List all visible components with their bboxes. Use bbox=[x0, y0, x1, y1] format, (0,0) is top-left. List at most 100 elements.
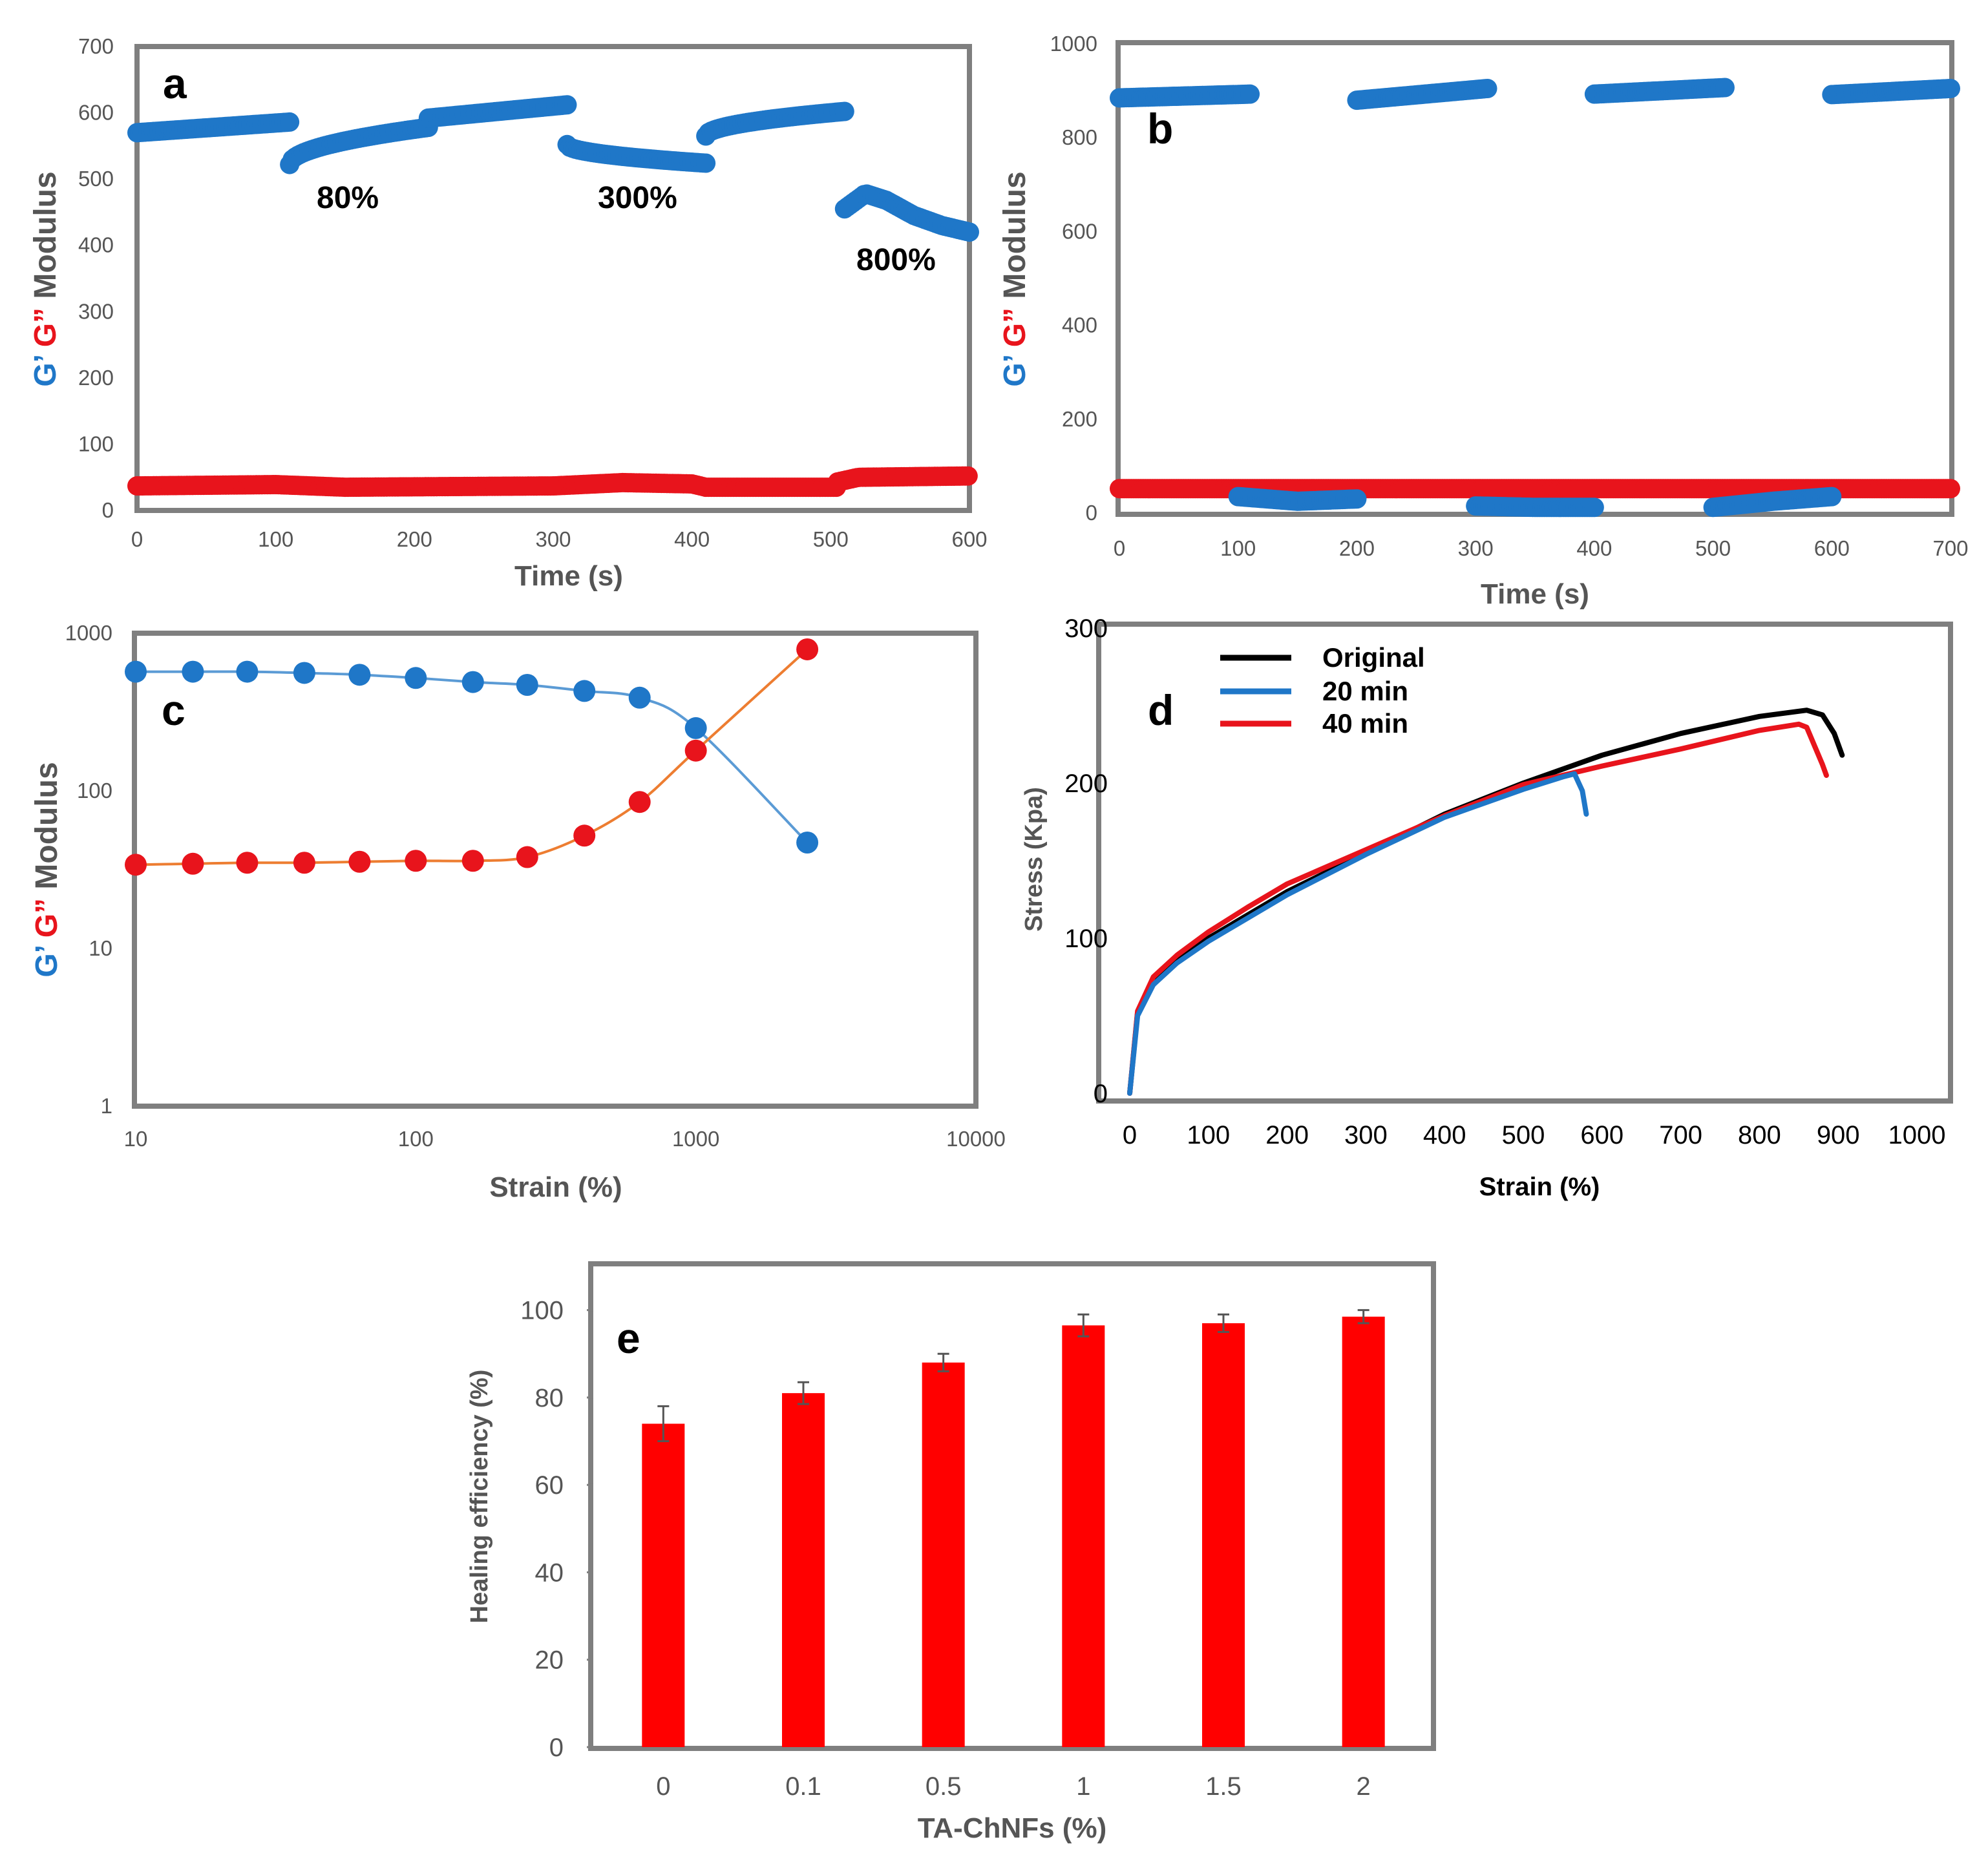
legend-label-20min: 20 min bbox=[1322, 676, 1408, 706]
panel-b-y-axis-label: G’ G” Modulus bbox=[998, 171, 1032, 386]
g-double-prime-point bbox=[573, 824, 596, 847]
g-prime-point bbox=[236, 660, 259, 683]
panel-d-marks bbox=[1127, 708, 1845, 1096]
panel-b-y-label-gprime: G’ bbox=[998, 355, 1032, 386]
panel-c-x-axis-label: Strain (%) bbox=[489, 1171, 622, 1203]
panel-c-marks bbox=[125, 638, 819, 876]
x-tick-label: 500 bbox=[1502, 1121, 1545, 1149]
panel-c-y-axis-label: G’ G” Modulus bbox=[30, 762, 64, 977]
g-double-prime-point bbox=[293, 852, 315, 874]
panel-e-x-axis-label: TA-ChNFs (%) bbox=[918, 1812, 1106, 1844]
x-tick-label: 600 bbox=[951, 527, 987, 551]
x-tick-label: 800 bbox=[1738, 1121, 1781, 1149]
panel-b-y-label-gdoubleprime: G” bbox=[998, 308, 1032, 347]
y-tick-label: 300 bbox=[1064, 614, 1108, 643]
panel-d-legend: Original 20 min 40 min bbox=[1220, 642, 1425, 739]
x-tick-label: 0 bbox=[656, 1772, 670, 1801]
x-tick-label: 100 bbox=[1220, 536, 1256, 560]
x-tick-label: 100 bbox=[1187, 1121, 1230, 1149]
x-tick-label: 2 bbox=[1357, 1772, 1371, 1801]
y-tick-label: 40 bbox=[535, 1558, 564, 1587]
g-prime-point bbox=[125, 660, 147, 683]
g-prime-point bbox=[557, 95, 577, 115]
y-tick-label: 100 bbox=[1064, 925, 1108, 953]
panel-a-y-axis-label: G’ G” Modulus bbox=[28, 171, 63, 386]
min20-curve bbox=[1127, 771, 1589, 1096]
panel-c-ticks: 10 100 1000 10000 1 10 100 1000 bbox=[65, 621, 1006, 1151]
g-prime-point bbox=[348, 664, 371, 686]
g-prime-point bbox=[293, 662, 315, 684]
x-tick-label: 600 bbox=[1814, 536, 1850, 560]
panel-e-y-axis-label: Healing efficiency (%) bbox=[466, 1370, 493, 1624]
panel-d-ticks: 0 100 200 300 400 500 600 700 800 900 1000 0 100 200 3… bbox=[1064, 614, 1945, 1149]
x-tick-label: 0.1 bbox=[785, 1772, 821, 1801]
x-tick-label: 10000 bbox=[946, 1127, 1006, 1151]
panel-a-chart: 0 100 200 300 400 500 600 0 100 200 300 400 500 600 70… bbox=[28, 34, 988, 592]
x-tick-label: 1000 bbox=[1888, 1121, 1946, 1149]
y-tick-label: 200 bbox=[1064, 770, 1108, 798]
panel-c-plot-frame bbox=[132, 631, 978, 1109]
bar bbox=[1202, 1323, 1245, 1747]
x-tick-label: 300 bbox=[1344, 1121, 1388, 1149]
panel-a-annotation-80: 80% bbox=[317, 181, 379, 215]
g-double-prime-point bbox=[182, 852, 204, 875]
min40-curve bbox=[1127, 721, 1829, 1096]
g-prime-strain-point bbox=[1347, 489, 1367, 509]
y-tick-label: 200 bbox=[1062, 407, 1097, 431]
x-tick-label: 1 bbox=[1076, 1772, 1090, 1801]
panel-d-chart: 0 100 200 300 400 500 600 700 800 900 1000 0 100 200 3… bbox=[1020, 614, 1953, 1201]
panel-b-y-label-modulus: Modulus bbox=[998, 171, 1032, 299]
g-prime-point bbox=[182, 660, 204, 683]
bar bbox=[782, 1393, 825, 1747]
y-tick-label: 80 bbox=[535, 1384, 564, 1412]
legend-label-original: Original bbox=[1322, 642, 1425, 673]
panel-e-label: e bbox=[617, 1314, 640, 1362]
x-tick-label: 400 bbox=[674, 527, 710, 551]
y-tick-label: 60 bbox=[535, 1471, 564, 1500]
g-prime-point bbox=[1941, 78, 1960, 98]
x-tick-label: 500 bbox=[1695, 536, 1731, 560]
panel-b-ticks: 0 100 200 300 400 500 600 700 0 200 400 600 800 1000 bbox=[1050, 32, 1969, 560]
panel-a-plot-frame bbox=[134, 44, 972, 513]
g-prime-point bbox=[1240, 84, 1260, 104]
x-tick-label: 200 bbox=[397, 527, 432, 551]
g-prime-point bbox=[573, 680, 596, 702]
y-tick-label: 0 bbox=[102, 498, 114, 522]
g-prime-point bbox=[960, 222, 979, 242]
x-tick-label: 300 bbox=[535, 527, 571, 551]
x-tick-label: 1.5 bbox=[1205, 1772, 1242, 1801]
panel-b-marks bbox=[1110, 78, 1960, 518]
panel-b-x-axis-label: Time (s) bbox=[1481, 578, 1589, 610]
g-prime-strain-point bbox=[1584, 498, 1604, 518]
x-tick-label: 200 bbox=[1265, 1121, 1309, 1149]
y-tick-label: 1000 bbox=[65, 621, 112, 645]
panel-b-chart: 0 100 200 300 400 500 600 70002004006008001000 … bbox=[998, 32, 1969, 610]
original-curve bbox=[1127, 708, 1845, 1096]
x-tick-label: 400 bbox=[1423, 1121, 1466, 1149]
g-prime-point bbox=[516, 674, 538, 697]
g-double-prime-point bbox=[1941, 479, 1960, 499]
panel-a-marks bbox=[127, 95, 979, 498]
y-tick-label: 100 bbox=[520, 1297, 564, 1325]
panel-d-y-axis-label: Stress (Kpa) bbox=[1020, 787, 1048, 932]
panel-a-label: a bbox=[163, 59, 187, 107]
x-tick-label: 200 bbox=[1339, 536, 1375, 560]
legend-label-40min: 40 min bbox=[1322, 708, 1408, 739]
panel-a-y-label-modulus: Modulus bbox=[28, 171, 63, 299]
x-tick-label: 300 bbox=[1458, 536, 1494, 560]
panel-a-x-axis-label: Time (s) bbox=[514, 560, 623, 592]
x-tick-label: 10 bbox=[124, 1127, 148, 1151]
panel-d-x-axis-label: Strain (%) bbox=[1479, 1173, 1600, 1201]
g-double-prime-point bbox=[684, 739, 707, 762]
g-prime-fit-line bbox=[135, 670, 809, 844]
y-tick-label: 400 bbox=[1062, 313, 1097, 337]
panel-d-plot-frame bbox=[1096, 622, 1953, 1104]
bar bbox=[642, 1423, 685, 1747]
g-prime-point bbox=[834, 101, 854, 121]
g-prime-strain-point bbox=[1822, 487, 1842, 507]
g-prime-point bbox=[1477, 78, 1497, 98]
x-tick-label: 700 bbox=[1932, 536, 1968, 560]
